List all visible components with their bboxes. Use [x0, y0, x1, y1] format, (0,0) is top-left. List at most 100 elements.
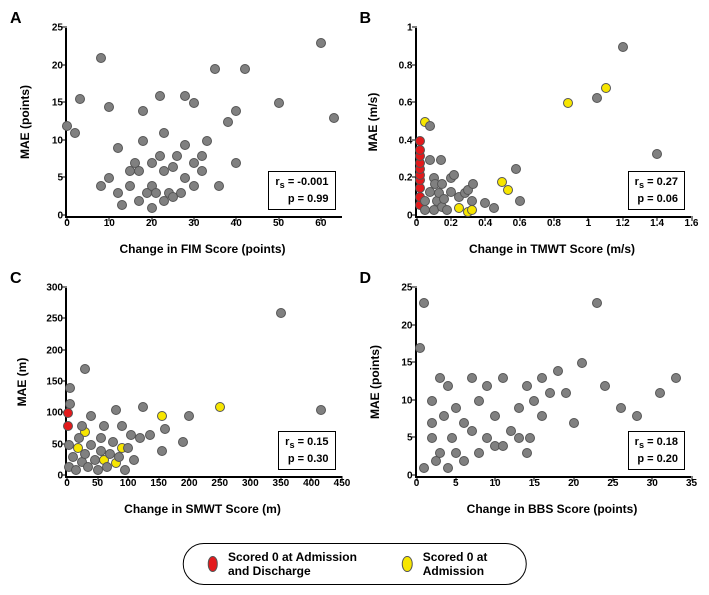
- data-point: [474, 396, 484, 406]
- data-point: [240, 64, 250, 74]
- data-point: [64, 440, 74, 450]
- ytick: 150: [46, 377, 63, 388]
- data-point: [467, 373, 477, 383]
- data-point: [482, 381, 492, 391]
- stats-box: rs = 0.18p = 0.20: [628, 431, 685, 470]
- data-point: [147, 158, 157, 168]
- ytick: 15: [52, 98, 63, 109]
- data-point: [157, 411, 167, 421]
- data-point: [189, 181, 199, 191]
- xlabel: Change in BBS Score (points): [467, 502, 638, 516]
- data-point: [514, 433, 524, 443]
- panel-label: D: [360, 270, 372, 288]
- data-point: [86, 411, 96, 421]
- data-point: [447, 433, 457, 443]
- data-point: [435, 448, 445, 458]
- data-point: [276, 308, 286, 318]
- ytick: 15: [401, 358, 412, 369]
- data-point: [99, 421, 109, 431]
- data-point: [616, 403, 626, 413]
- data-point: [172, 151, 182, 161]
- data-point: [138, 106, 148, 116]
- stats-box: rs = 0.15p = 0.30: [278, 431, 335, 470]
- legend-label: Scored 0 at Admission: [423, 550, 502, 578]
- data-point: [522, 381, 532, 391]
- data-point: [498, 373, 508, 383]
- ytick: 0.2: [399, 173, 413, 184]
- data-point: [511, 164, 521, 174]
- ytick: 25: [401, 283, 412, 294]
- ytick: 200: [46, 345, 63, 356]
- xlabel: Change in FIM Score (points): [119, 242, 285, 256]
- data-point: [425, 121, 435, 131]
- data-point: [427, 396, 437, 406]
- data-point: [223, 117, 233, 127]
- data-point: [671, 373, 681, 383]
- data-point: [459, 456, 469, 466]
- data-point: [451, 403, 461, 413]
- figure: A 01020304050600510152025rs = -0.001p = 0…: [10, 10, 699, 585]
- data-point: [514, 403, 524, 413]
- ytick: 5: [407, 433, 413, 444]
- data-point: [202, 136, 212, 146]
- data-point: [180, 140, 190, 150]
- data-point: [569, 418, 579, 428]
- panel-label: C: [10, 270, 22, 288]
- data-point: [96, 53, 106, 63]
- ytick: 0: [407, 471, 413, 482]
- ytick: 1: [407, 23, 413, 34]
- data-point: [652, 149, 662, 159]
- data-point: [159, 128, 169, 138]
- data-point: [592, 93, 602, 103]
- ylabel: MAE (m): [15, 358, 29, 407]
- data-point: [439, 411, 449, 421]
- data-point: [442, 205, 452, 215]
- data-point: [561, 388, 571, 398]
- panel-label: A: [10, 10, 22, 28]
- data-point: [618, 42, 628, 52]
- data-point: [231, 158, 241, 168]
- data-point: [443, 381, 453, 391]
- xlabel: Change in TMWT Score (m/s): [469, 242, 635, 256]
- legend-label: Scored 0 at Admission and Discharge: [228, 550, 362, 578]
- data-point: [102, 462, 112, 472]
- data-point: [125, 181, 135, 191]
- stats-box: rs = -0.001p = 0.99: [268, 171, 335, 210]
- data-point: [214, 181, 224, 191]
- data-point: [134, 166, 144, 176]
- data-point: [138, 402, 148, 412]
- legend-item: Scored 0 at Admission and Discharge: [207, 550, 362, 578]
- plot-area: 051015202530350510152025rs = 0.18p = 0.2…: [415, 288, 692, 478]
- data-point: [467, 205, 477, 215]
- panel-C: C050100150200250300350400450050100150200…: [10, 270, 350, 520]
- data-point: [503, 185, 513, 195]
- ytick: 0.4: [399, 135, 413, 146]
- data-point: [123, 443, 133, 453]
- ytick: 0.6: [399, 98, 413, 109]
- data-point: [157, 446, 167, 456]
- data-point: [419, 463, 429, 473]
- data-point: [129, 455, 139, 465]
- data-point: [420, 196, 430, 206]
- data-point: [108, 437, 118, 447]
- data-point: [427, 433, 437, 443]
- data-point: [96, 181, 106, 191]
- data-point: [113, 143, 123, 153]
- data-point: [436, 155, 446, 165]
- data-point: [104, 102, 114, 112]
- plot-area: 01020304050600510152025rs = -0.001p = 0.…: [65, 28, 342, 218]
- ytick: 0: [57, 471, 63, 482]
- ytick: 10: [401, 395, 412, 406]
- ytick: 5: [57, 173, 63, 184]
- data-point: [474, 448, 484, 458]
- data-point: [490, 411, 500, 421]
- data-point: [600, 381, 610, 391]
- data-point: [197, 151, 207, 161]
- data-point: [415, 145, 425, 155]
- data-point: [529, 396, 539, 406]
- data-point: [120, 465, 130, 475]
- data-point: [563, 98, 573, 108]
- data-point: [134, 196, 144, 206]
- data-point: [65, 383, 75, 393]
- legend-marker: [402, 556, 413, 572]
